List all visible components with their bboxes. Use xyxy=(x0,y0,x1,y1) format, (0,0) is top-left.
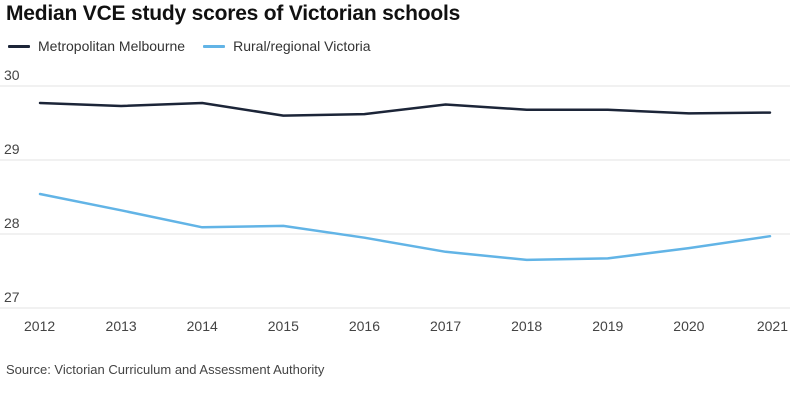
chart-legend: Metropolitan Melbourne Rural/regional Vi… xyxy=(8,38,371,54)
legend-swatch-rural xyxy=(203,44,226,48)
x-tick-label: 2015 xyxy=(268,318,299,334)
x-tick-label: 2017 xyxy=(430,318,461,334)
x-tick-label: 2013 xyxy=(106,318,137,334)
x-tick-label: 2019 xyxy=(592,318,623,334)
y-tick-label: 29 xyxy=(4,141,20,157)
legend-swatch-metropolitan xyxy=(8,44,30,48)
x-tick-label: 2012 xyxy=(24,318,55,334)
series-line-rural xyxy=(38,192,772,262)
x-tick-label: 2014 xyxy=(187,318,218,334)
y-tick-label: 30 xyxy=(4,67,20,83)
x-tick-label: 2016 xyxy=(349,318,380,334)
legend-label-rural: Rural/regional Victoria xyxy=(233,38,371,54)
series-line-metropolitan xyxy=(38,101,772,117)
legend-label-metropolitan: Metropolitan Melbourne xyxy=(38,38,186,54)
x-tick-label: 2020 xyxy=(673,318,704,334)
chart-title: Median VCE study scores of Victorian sch… xyxy=(6,2,461,25)
y-tick-label: 27 xyxy=(4,289,20,305)
x-tick-label: 2018 xyxy=(511,318,542,334)
x-tick-label: 2021 xyxy=(757,318,788,334)
source-note: Source: Victorian Curriculum and Assessm… xyxy=(6,362,325,377)
legend-item-rural: Rural/regional Victoria xyxy=(203,38,371,54)
legend-item-metropolitan: Metropolitan Melbourne xyxy=(8,38,185,54)
y-tick-label: 28 xyxy=(4,215,20,231)
